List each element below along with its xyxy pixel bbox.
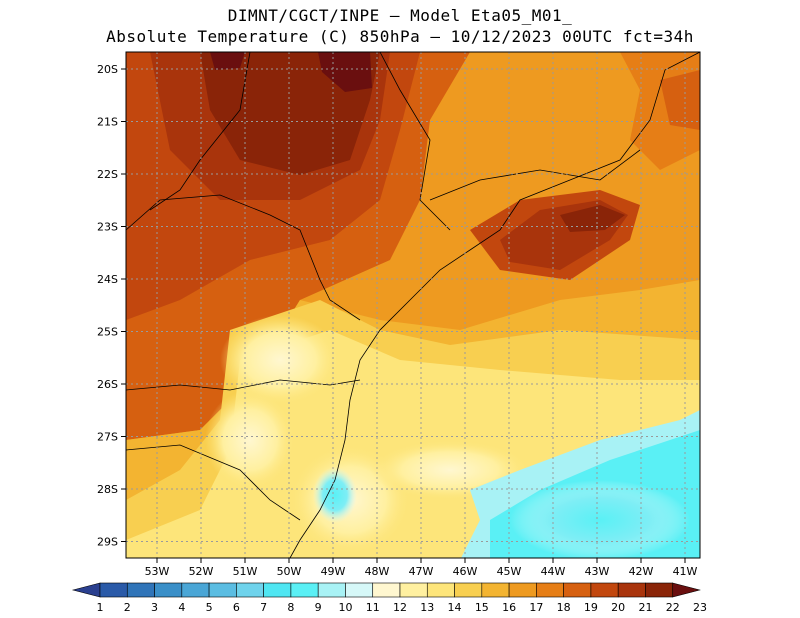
lat-label: 21S <box>97 116 118 129</box>
colorbar-label: 19 <box>584 601 598 614</box>
colorbar-segment <box>426 582 455 598</box>
colorbar-label: 17 <box>529 601 543 614</box>
colorbar-label: 12 <box>393 601 407 614</box>
colorbar-segment <box>345 582 374 598</box>
colorbar-label: 13 <box>420 601 434 614</box>
colorbar-segment <box>481 582 510 598</box>
colorbar-segment <box>208 582 237 598</box>
colorbar-label: 9 <box>315 601 322 614</box>
colorbar-segment <box>372 582 401 598</box>
lon-label: 50W <box>277 565 302 578</box>
colorbar-label: 1 <box>97 601 104 614</box>
colorbar-label: 6 <box>233 601 240 614</box>
colorbar-segment <box>154 582 183 598</box>
latitude-labels: 20S 21S 22S 23S 24S 25S 26S 27S 28S 29S <box>97 63 126 549</box>
colorbar-arrow-high <box>672 582 701 598</box>
state-border-sc <box>126 379 361 391</box>
colorbar-segment <box>126 582 155 598</box>
state-border-rs <box>126 444 301 521</box>
lat-label: 29S <box>97 536 118 549</box>
colorbar-label: 16 <box>502 601 516 614</box>
lat-label: 20S <box>97 63 118 76</box>
coastline <box>289 52 700 558</box>
colorbar-label: 18 <box>557 601 571 614</box>
lon-label: 43W <box>585 565 610 578</box>
lon-label: 53W <box>145 565 170 578</box>
lon-label: 49W <box>321 565 346 578</box>
title-line-2: Absolute Temperature (C) 850hPa – 10/12/… <box>106 27 694 46</box>
state-border-mg <box>379 52 451 231</box>
colorbar-segment <box>236 582 264 598</box>
colorbar-label: 5 <box>206 601 213 614</box>
lon-label: 51W <box>233 565 258 578</box>
temperature-field <box>126 52 700 558</box>
colorbar-label: 11 <box>366 601 380 614</box>
colorbar-segment <box>590 582 619 598</box>
colorbar-label: 14 <box>448 601 462 614</box>
lon-label: 52W <box>189 565 214 578</box>
lon-label: 48W <box>365 565 390 578</box>
lon-label: 42W <box>629 565 654 578</box>
colorbar-segment <box>617 582 646 598</box>
lat-label: 25S <box>97 326 118 339</box>
colorbar-label: 22 <box>666 601 680 614</box>
colorbar-label: 21 <box>638 601 652 614</box>
colorbar-segment <box>181 582 210 598</box>
lat-label: 28S <box>97 483 118 496</box>
colorbar: 1 2 3 4 5 6 7 8 9 10 11 12 13 14 15 16 17 18 19 20 21 22 23 <box>71 582 707 614</box>
colorbar-label: 4 <box>178 601 185 614</box>
title-line-1: DIMNT/CGCT/INPE – Model Eta05_M01_ <box>227 6 573 25</box>
lon-label: 47W <box>409 565 434 578</box>
lat-label: 22S <box>97 168 118 181</box>
state-border-rj <box>429 149 641 201</box>
colorbar-arrow-low <box>71 582 101 598</box>
lat-label: 27S <box>97 431 118 444</box>
colorbar-label: 10 <box>338 601 352 614</box>
colorbar-label: 7 <box>260 601 267 614</box>
state-border-ms <box>149 52 251 211</box>
colorbar-label: 2 <box>124 601 131 614</box>
lat-label: 24S <box>97 273 118 286</box>
colorbar-segment <box>454 582 483 598</box>
colorbar-label: 3 <box>151 601 158 614</box>
coastline-and-borders <box>126 52 700 558</box>
colorbar-segment <box>399 582 428 598</box>
colorbar-segment <box>645 582 674 598</box>
colorbar-label: 23 <box>693 601 707 614</box>
state-border-pr <box>126 194 361 321</box>
lat-label: 23S <box>97 221 118 234</box>
colorbar-segment <box>99 582 128 598</box>
colorbar-label: 8 <box>287 601 294 614</box>
lon-label: 41W <box>673 565 698 578</box>
map-frame <box>125 51 701 559</box>
colorbar-segment <box>536 582 564 598</box>
colorbar-segment <box>563 582 592 598</box>
colorbar-segment <box>263 582 292 598</box>
lon-label: 46W <box>453 565 478 578</box>
colorbar-segment <box>317 582 346 598</box>
lat-label: 26S <box>97 378 118 391</box>
lon-label: 44W <box>541 565 566 578</box>
colorbar-segment <box>508 582 537 598</box>
lat-lon-grid <box>126 52 700 558</box>
longitude-labels: 53W 52W 51W 50W 49W 48W 47W 46W 45W 44W 43W 42W 41W <box>145 558 698 578</box>
colorbar-segment <box>290 582 319 598</box>
colorbar-label: 20 <box>611 601 625 614</box>
colorbar-label: 15 <box>475 601 489 614</box>
lon-label: 45W <box>497 565 522 578</box>
